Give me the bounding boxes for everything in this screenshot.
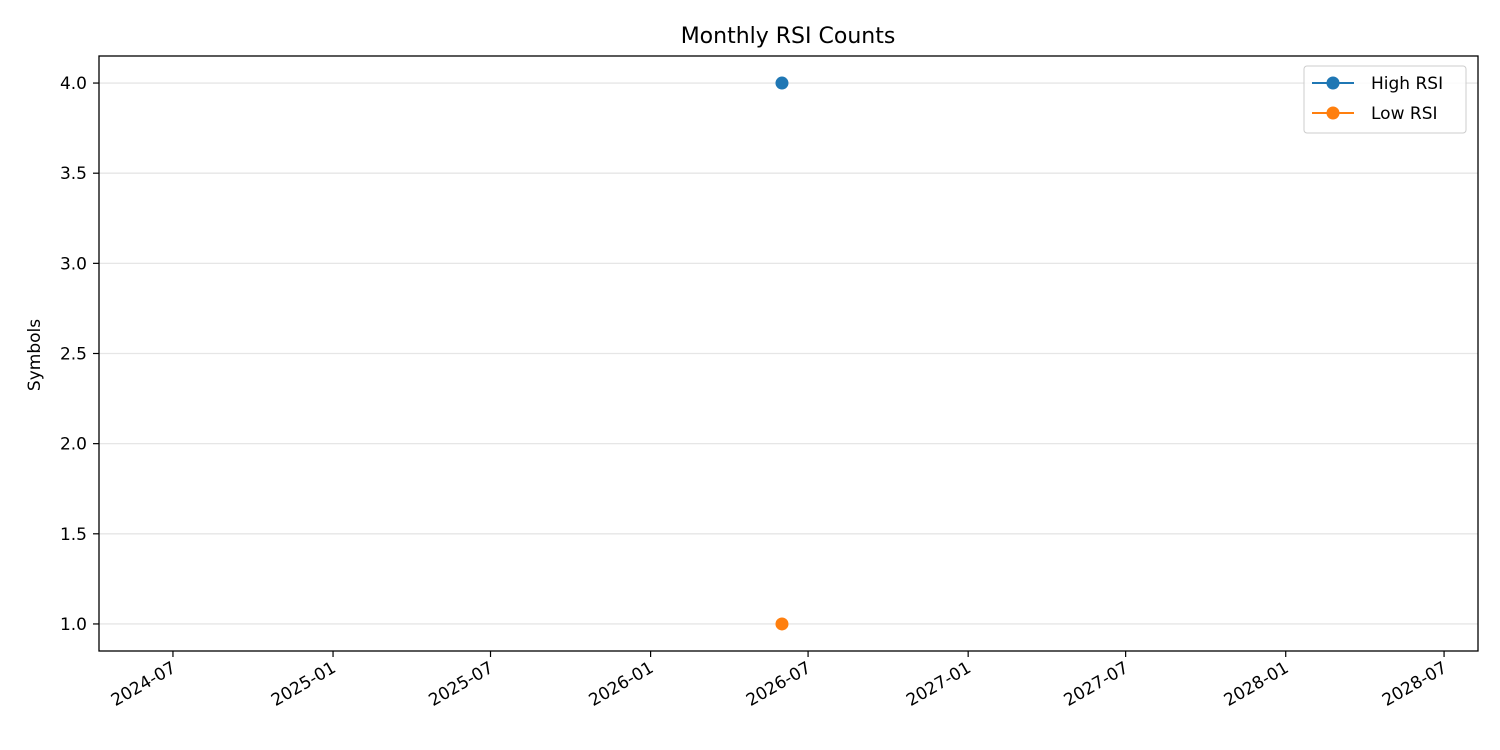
legend-marker bbox=[1326, 106, 1340, 120]
legend-label: Low RSI bbox=[1371, 104, 1438, 124]
y-tick-label: 2.0 bbox=[60, 435, 87, 455]
legend-label: High RSI bbox=[1371, 74, 1443, 94]
y-tick-label: 3.5 bbox=[60, 164, 87, 184]
y-tick-label: 2.5 bbox=[60, 345, 87, 365]
series-marks bbox=[775, 76, 789, 631]
grid bbox=[99, 82, 1478, 625]
y-tick-label: 1.5 bbox=[60, 525, 87, 545]
y-tick-label: 4.0 bbox=[60, 74, 87, 94]
y-tick-label: 3.0 bbox=[60, 254, 87, 274]
data-point bbox=[775, 76, 789, 90]
y-axis: 1.0 1.5 2.0 2.5 3.0 3.5 4.0 bbox=[60, 74, 99, 635]
legend: High RSI Low RSI bbox=[1303, 65, 1467, 134]
y-tick-label: 1.0 bbox=[60, 615, 87, 635]
chart-title: Monthly RSI Counts bbox=[681, 24, 896, 49]
y-axis-label: Symbols bbox=[25, 319, 45, 391]
legend-marker bbox=[1326, 76, 1340, 90]
data-point bbox=[775, 617, 789, 631]
